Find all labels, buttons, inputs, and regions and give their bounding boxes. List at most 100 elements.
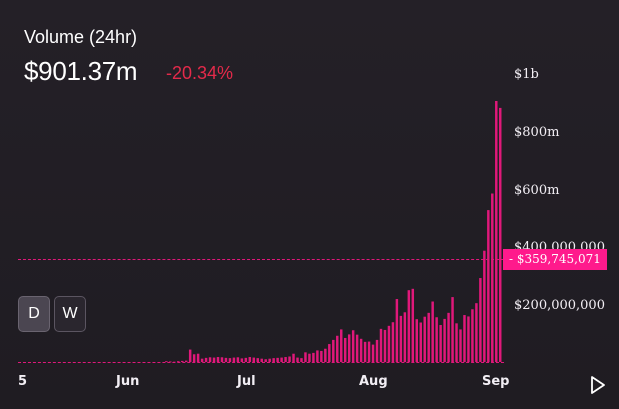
- volume-bar: [459, 329, 462, 362]
- volume-bar: [328, 344, 331, 362]
- volume-bar: [391, 322, 395, 362]
- volume-value: $901.37m: [24, 56, 138, 86]
- volume-bar: [491, 193, 494, 362]
- y-tick-label: $1b: [514, 67, 539, 82]
- volume-bar: [180, 360, 184, 362]
- current-value-line: [18, 259, 504, 260]
- volume-bar: [220, 357, 224, 362]
- volume-bar: [260, 358, 263, 362]
- y-tick-label: $600m: [514, 183, 560, 198]
- volume-title: Volume (24hr): [24, 27, 138, 47]
- volume-bar: [280, 357, 283, 362]
- volume-bar: [200, 358, 204, 362]
- volume-bar: [407, 290, 411, 362]
- volume-bar: [228, 358, 232, 362]
- volume-bar: [248, 357, 252, 362]
- volume-bar: [351, 330, 355, 362]
- x-tick-label: Jul: [237, 374, 256, 389]
- weekly-button[interactable]: W: [54, 296, 86, 332]
- volume-bar: [471, 309, 474, 362]
- volume-bar: [363, 341, 367, 362]
- volume-bar: [296, 357, 299, 362]
- volume-bar: [359, 338, 363, 362]
- volume-bar: [196, 353, 200, 362]
- volume-bar: [395, 299, 399, 362]
- volume-bar: [284, 357, 287, 362]
- volume-bar: [324, 348, 327, 362]
- volume-bar: [340, 329, 343, 362]
- volume-bar: [252, 357, 256, 362]
- volume-bar: [355, 334, 359, 362]
- volume-bar: [499, 107, 502, 363]
- volume-bar: [184, 360, 188, 362]
- volume-bar: [212, 357, 216, 362]
- volume-bar: [312, 352, 315, 362]
- volume-bar: [379, 328, 383, 362]
- volume-bar: [216, 357, 220, 362]
- volume-bar: [479, 278, 482, 362]
- x-tick-label: 5: [18, 374, 28, 389]
- volume-bar: [427, 312, 430, 362]
- volume-bar: [447, 312, 450, 362]
- volume-bar: [431, 301, 434, 362]
- volume-bar: [264, 359, 267, 362]
- y-tick-label: $200,000,000: [514, 298, 605, 313]
- volume-bar: [308, 353, 311, 362]
- volume-bar: [316, 350, 319, 362]
- volume-bar: [169, 361, 172, 363]
- x-tick-label: Aug: [359, 374, 388, 389]
- y-tick-label: $800m: [514, 125, 560, 140]
- volume-bar: [256, 358, 259, 362]
- x-tick-label: Sep: [482, 374, 510, 389]
- volume-bar: [232, 357, 236, 362]
- volume-change: -20.34%: [166, 63, 234, 83]
- volume-bar: [192, 354, 196, 362]
- volume-bar: [240, 358, 244, 362]
- volume-bar: [288, 356, 291, 362]
- volume-bar: [204, 357, 208, 362]
- volume-bar: [415, 319, 418, 362]
- volume-bar: [495, 101, 498, 362]
- volume-bar: [292, 353, 295, 362]
- volume-bar: [423, 316, 426, 362]
- volume-bar: [272, 358, 275, 362]
- volume-bar: [383, 329, 387, 362]
- current-value-tag: - $359,745,071: [503, 249, 607, 270]
- volume-bar: [336, 335, 339, 362]
- volume-bar: [332, 339, 335, 362]
- volume-bar: [487, 210, 490, 362]
- volume-bar: [455, 323, 458, 362]
- volume-bar: [304, 352, 307, 362]
- volume-bar: [320, 350, 323, 362]
- volume-bar: [367, 341, 371, 362]
- volume-bar: [343, 337, 347, 362]
- volume-bar: [347, 334, 351, 362]
- volume-bar: [208, 357, 212, 362]
- volume-bar: [463, 315, 466, 362]
- baseline-line: [18, 362, 504, 363]
- volume-bar: [419, 322, 422, 362]
- volume-bar: [475, 303, 478, 362]
- volume-bar: [435, 317, 438, 362]
- volume-bar: [244, 357, 248, 362]
- volume-bar: [483, 250, 486, 362]
- volume-bar: [276, 357, 279, 362]
- volume-bar: [236, 357, 240, 362]
- volume-bar: [165, 361, 168, 362]
- volume-bar: [439, 324, 442, 362]
- daily-button[interactable]: D: [18, 296, 50, 332]
- volume-bar: [177, 361, 180, 362]
- volume-bar: [403, 312, 407, 362]
- volume-bar: [451, 297, 454, 362]
- x-tick-label: Jun: [116, 374, 140, 389]
- volume-bar: [375, 339, 379, 362]
- volume-bar: [188, 349, 192, 362]
- volume-bar: [300, 358, 303, 362]
- play-icon[interactable]: [590, 376, 606, 394]
- volume-bar: [443, 318, 446, 362]
- volume-bar: [224, 357, 228, 362]
- volume-bar: [268, 358, 271, 362]
- volume-bar: [371, 344, 375, 362]
